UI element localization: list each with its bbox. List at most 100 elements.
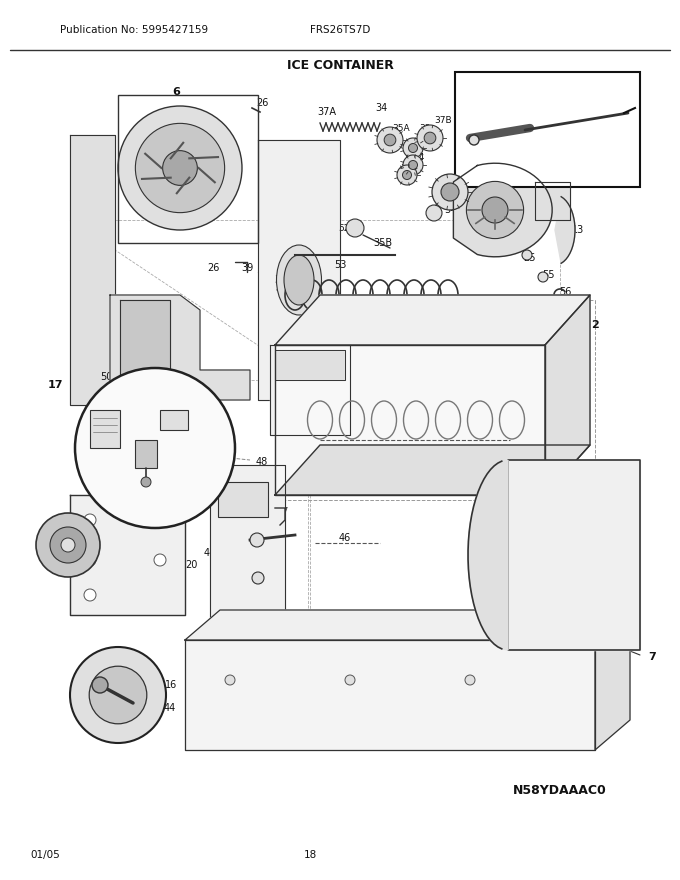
Text: 44: 44 (239, 613, 251, 623)
Text: 37A: 37A (317, 107, 336, 117)
Circle shape (482, 197, 508, 223)
Bar (218, 482, 268, 517)
Text: N58YDAAAC0: N58YDAAAC0 (513, 783, 607, 796)
Text: 13: 13 (572, 225, 584, 235)
Text: 70: 70 (210, 385, 223, 395)
Text: 2: 2 (591, 320, 599, 330)
Text: 21: 21 (249, 610, 261, 620)
Text: 54: 54 (444, 205, 456, 215)
Polygon shape (258, 140, 340, 400)
Text: 20: 20 (185, 560, 197, 570)
Text: 7: 7 (622, 635, 630, 645)
Circle shape (252, 572, 264, 584)
Circle shape (84, 554, 96, 566)
Circle shape (384, 134, 396, 146)
Text: 45B: 45B (131, 434, 148, 443)
Text: 26: 26 (362, 445, 374, 455)
Circle shape (397, 165, 417, 185)
Text: 22: 22 (470, 78, 486, 88)
Circle shape (135, 123, 224, 213)
Text: 56: 56 (559, 287, 571, 297)
Circle shape (345, 675, 355, 685)
Text: 23: 23 (289, 290, 301, 300)
Text: 39: 39 (274, 275, 286, 285)
Ellipse shape (284, 255, 314, 305)
Circle shape (403, 171, 411, 180)
Text: 26: 26 (339, 420, 351, 430)
Text: 37C: 37C (462, 178, 481, 188)
Text: 46: 46 (339, 533, 351, 543)
Text: 52: 52 (339, 224, 350, 232)
Text: 15: 15 (88, 723, 103, 733)
Text: 49: 49 (500, 643, 513, 653)
Circle shape (225, 675, 235, 685)
Circle shape (465, 675, 475, 685)
Text: 26: 26 (245, 590, 258, 600)
Ellipse shape (277, 245, 322, 315)
Text: 25: 25 (524, 253, 537, 263)
Circle shape (409, 143, 418, 152)
Bar (455, 72, 640, 187)
Text: 58: 58 (220, 475, 233, 485)
Text: 55: 55 (542, 270, 554, 280)
Text: 6: 6 (172, 87, 180, 97)
Polygon shape (454, 163, 552, 257)
Text: 44: 44 (204, 548, 216, 558)
Circle shape (403, 155, 423, 175)
Text: 33: 33 (401, 164, 412, 172)
Circle shape (92, 677, 108, 693)
Text: 44: 44 (164, 703, 176, 713)
Circle shape (250, 533, 264, 547)
Polygon shape (120, 300, 170, 390)
Circle shape (118, 106, 242, 230)
Circle shape (403, 138, 423, 158)
Text: 53: 53 (334, 260, 346, 270)
Circle shape (417, 125, 443, 151)
Circle shape (70, 647, 166, 743)
Polygon shape (185, 640, 595, 750)
Text: 37B: 37B (434, 115, 452, 124)
Text: 3: 3 (275, 283, 283, 293)
Text: ICE CONTAINER: ICE CONTAINER (286, 58, 394, 71)
Circle shape (154, 554, 166, 566)
Circle shape (75, 368, 235, 528)
Polygon shape (595, 610, 630, 750)
Text: 47: 47 (277, 507, 289, 517)
Text: 41: 41 (476, 190, 488, 200)
Polygon shape (70, 495, 185, 615)
Text: 25: 25 (539, 170, 551, 180)
Text: 16: 16 (165, 680, 177, 690)
Polygon shape (535, 182, 570, 220)
Text: 48: 48 (256, 457, 268, 467)
Polygon shape (275, 350, 345, 380)
Text: 45A: 45A (84, 441, 101, 450)
Text: 44: 44 (397, 663, 409, 673)
Circle shape (61, 538, 75, 552)
Text: 50: 50 (101, 372, 113, 382)
Text: Publication No: 5995427159: Publication No: 5995427159 (60, 25, 208, 35)
Circle shape (141, 477, 151, 487)
Text: 34: 34 (375, 103, 387, 113)
Polygon shape (110, 295, 250, 400)
Text: 4: 4 (358, 333, 364, 343)
Text: 18: 18 (42, 547, 56, 557)
Text: 26: 26 (207, 263, 219, 273)
Bar (90, 410, 120, 448)
Polygon shape (210, 465, 285, 650)
Text: 18: 18 (303, 850, 317, 860)
Circle shape (36, 513, 100, 577)
Text: 39: 39 (241, 263, 253, 273)
Bar (118, 95, 258, 243)
Text: 4: 4 (175, 423, 181, 432)
Circle shape (538, 272, 548, 282)
Polygon shape (468, 460, 508, 650)
Bar (160, 410, 188, 430)
Text: 45: 45 (117, 360, 129, 370)
Circle shape (466, 181, 524, 238)
Text: 10: 10 (246, 570, 258, 580)
Circle shape (377, 127, 403, 153)
Bar (135, 440, 157, 468)
Circle shape (163, 150, 197, 186)
Polygon shape (275, 445, 590, 495)
Text: 45D: 45D (175, 404, 193, 413)
